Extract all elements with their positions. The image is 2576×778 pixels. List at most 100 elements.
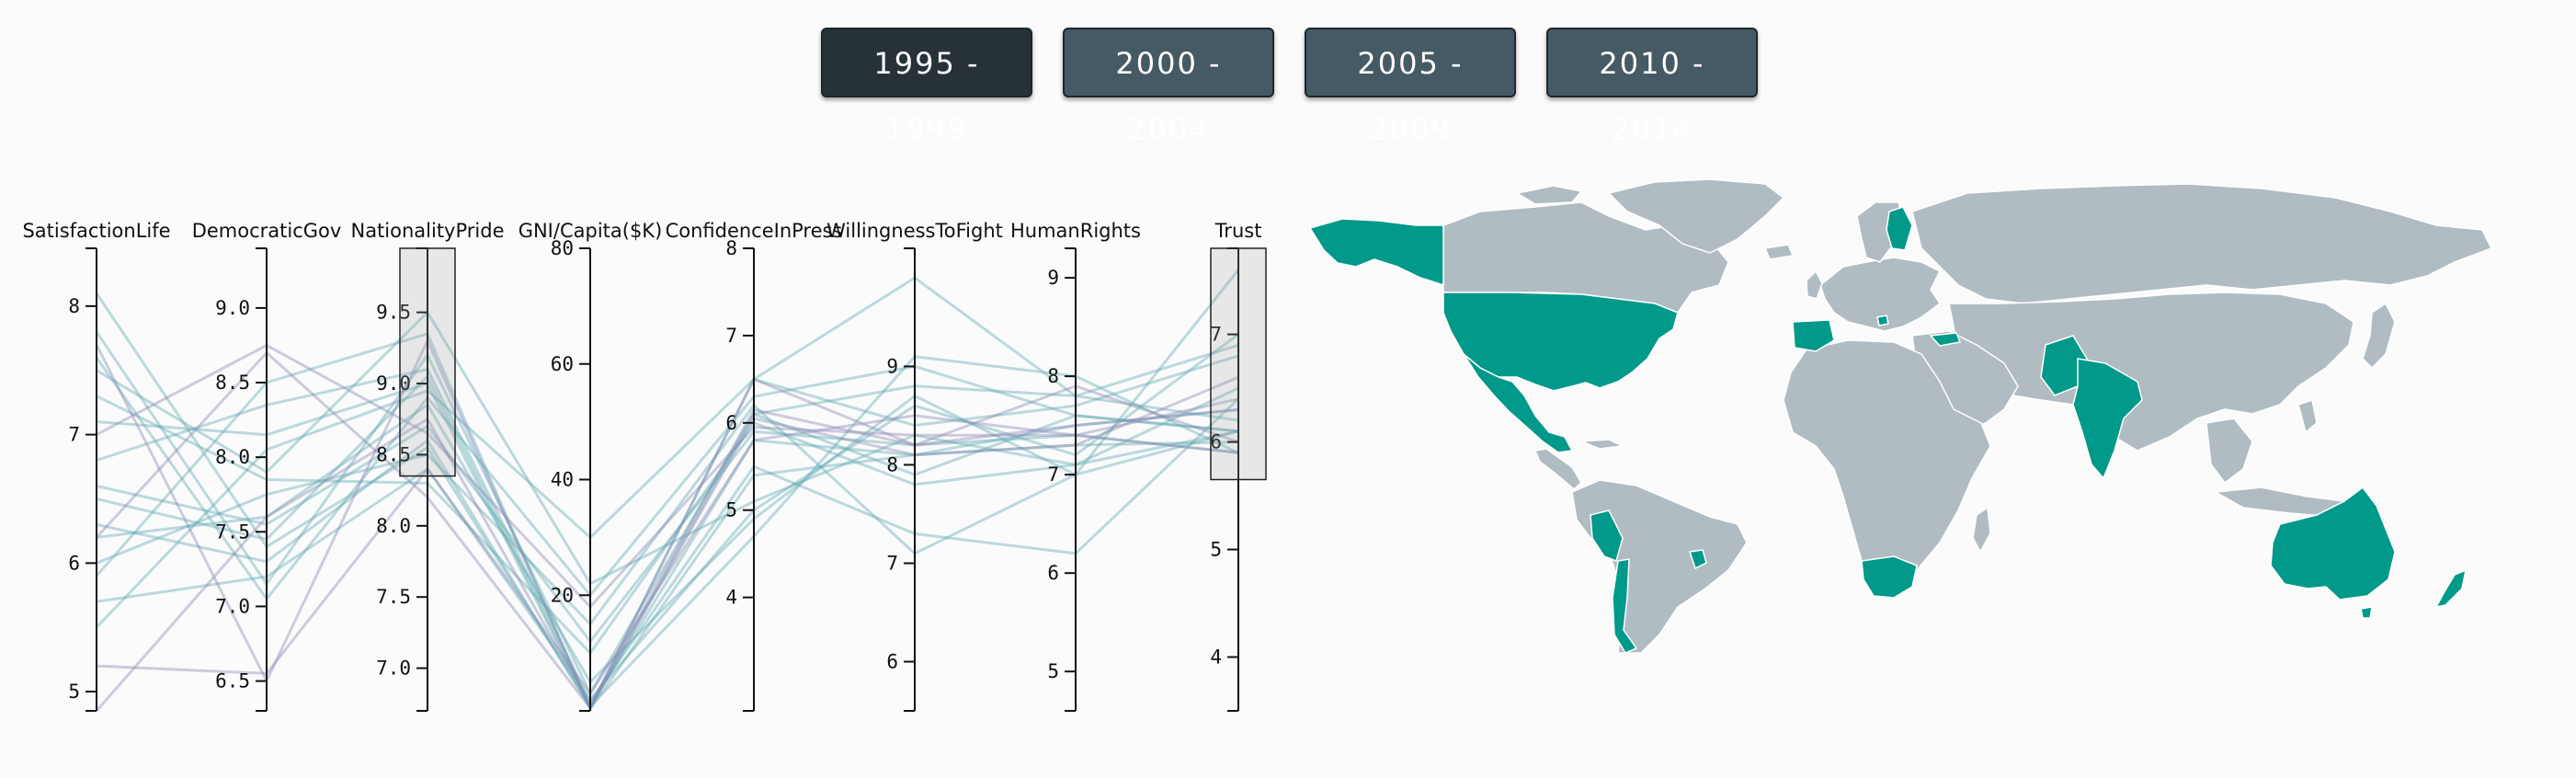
region-slovenia[interactable]: [1876, 315, 1889, 326]
axis-title: WillingnessToFight: [826, 220, 1003, 242]
region-japan[interactable]: [2362, 302, 2396, 370]
pc-record-line-12: [96, 333, 1239, 702]
brush-selection[interactable]: [399, 247, 456, 477]
pc-record-line-6: [96, 367, 1240, 705]
tick-label: 6.5: [215, 670, 250, 692]
region-uk[interactable]: [1806, 269, 1823, 300]
region-central-america[interactable]: [1533, 448, 1582, 490]
region-mexico[interactable]: [1463, 353, 1574, 453]
tick-label: 8: [1047, 365, 1059, 387]
tick-label: 7.0: [376, 658, 411, 680]
axis-2[interactable]: 6.5 7.0 7.5 8.0 8.5 9.0 DemocraticGov: [192, 220, 342, 712]
tick-label: 9.5: [376, 302, 411, 324]
axis-6[interactable]: 6 7 8 9 WillingnessToFight: [826, 220, 1003, 712]
region-iceland[interactable]: [1763, 244, 1795, 260]
axis-1[interactable]: 5 6 7 8 SatisfactionLife: [22, 220, 171, 712]
region-philippines[interactable]: [2297, 399, 2318, 434]
pc-record-line-16: [95, 407, 1239, 712]
region-africa[interactable]: [1783, 339, 1991, 585]
region-india[interactable]: [2072, 358, 2143, 480]
tick-label: 7.0: [215, 595, 250, 617]
region-southeast-asia[interactable]: [2206, 418, 2253, 485]
tick-label: 4: [725, 587, 737, 609]
pc-record-line-20: [96, 414, 1239, 696]
brush-selection[interactable]: [1210, 247, 1267, 481]
region-arctic-islands[interactable]: [1514, 185, 1583, 205]
axis-title: Trust: [1214, 220, 1262, 242]
parallel-coordinates-chart: 5 6 7 8 SatisfactionLife 6.5 7.0 7.5 8.0 8.5 9.0 De…: [22, 220, 1267, 713]
period-button-2005-2009[interactable]: 2005 - 2009: [1305, 28, 1516, 147]
period-button-2000-2004[interactable]: 2000 - 2004: [1063, 28, 1274, 147]
pc-record-line-14: [96, 395, 1239, 656]
axis-title: ConfidenceInPress: [666, 220, 843, 242]
world-map: [1308, 178, 2491, 653]
region-greenland[interactable]: [1607, 178, 1785, 254]
period-button-1995-1999[interactable]: 1995 - 1999: [821, 28, 1032, 147]
pc-record-line-18: [95, 350, 1239, 711]
pc-axes: 5 6 7 8 SatisfactionLife 6.5 7.0 7.5 8.0 8.5 9.0 De…: [22, 220, 1267, 712]
tick-label: 5: [1210, 539, 1222, 561]
tick-label: 60: [551, 353, 574, 375]
tick-label: 5: [1047, 660, 1059, 682]
tick-label: 8: [68, 295, 80, 317]
period-button-2010-2014[interactable]: 2010 - 2014: [1546, 28, 1758, 147]
tick-label: 80: [551, 237, 574, 259]
axis-title: GNI/Capita($K): [519, 220, 663, 242]
period-selector: 1995 - 1999 2000 - 2004 2005 - 2009 2010…: [821, 28, 1768, 147]
tick-label: 6: [68, 552, 80, 574]
tick-label: 9: [886, 355, 898, 377]
region-russia[interactable]: [1911, 183, 2491, 304]
tick-label: 5: [68, 681, 80, 703]
region-south-america[interactable]: [1571, 479, 1748, 653]
pc-record-line-11: [95, 332, 1239, 713]
pc-lines: [95, 269, 1240, 713]
tick-label: 7.5: [215, 521, 250, 543]
tick-label: 5: [725, 499, 737, 521]
pc-record-line-2: [95, 330, 1239, 697]
axis-3[interactable]: 7.0 7.5 8.0 8.5 9.0 9.5 NationalityPride: [350, 220, 505, 712]
tick-label: 7: [886, 552, 898, 574]
tick-label: 6: [1210, 431, 1222, 453]
region-chile[interactable]: [1612, 558, 1638, 653]
region-finland[interactable]: [1886, 206, 1913, 251]
region-spain[interactable]: [1792, 319, 1835, 352]
tick-label: 40: [551, 469, 574, 491]
axis-title: SatisfactionLife: [22, 220, 170, 242]
pc-record-line-19: [95, 337, 1239, 712]
tick-label: 4: [1210, 646, 1222, 669]
axis-title: HumanRights: [1010, 220, 1141, 242]
axis-title: NationalityPride: [350, 220, 504, 242]
pc-record-line-13: [95, 354, 1239, 629]
axis-7[interactable]: 5 6 7 8 9 HumanRights: [1010, 220, 1141, 712]
tick-label: 7: [1210, 324, 1222, 346]
region-alaska[interactable]: [1308, 218, 1444, 287]
region-south-africa[interactable]: [1861, 555, 1918, 599]
tick-label: 7: [725, 325, 737, 347]
region-new-zealand[interactable]: [2434, 568, 2468, 609]
pc-record-line-10: [96, 403, 1239, 627]
region-peru[interactable]: [1590, 509, 1624, 562]
pc-record-line-15: [96, 355, 1239, 709]
map-highlight: [1308, 206, 2468, 653]
region-tasmania[interactable]: [2360, 606, 2373, 619]
tick-label: 9.0: [215, 297, 250, 319]
tick-label: 6: [725, 412, 737, 434]
tick-label: 7.5: [376, 586, 411, 608]
pc-record-line-5: [96, 382, 1239, 712]
tick-label: 6: [886, 650, 898, 672]
region-australia[interactable]: [2270, 486, 2396, 601]
region-uruguay[interactable]: [1689, 549, 1707, 570]
pc-record-line-4: [96, 310, 1239, 586]
tick-label: 8: [725, 237, 737, 259]
region-turkey[interactable]: [1929, 332, 1962, 347]
tick-label: 6: [1047, 562, 1059, 584]
axis-8[interactable]: 4 5 6 7 Trust: [1210, 220, 1267, 712]
region-caribbean[interactable]: [1580, 439, 1625, 450]
pc-record-line-17: [96, 343, 1239, 610]
tick-label: 9: [1047, 267, 1059, 289]
tick-label: 7: [68, 424, 80, 446]
region-madagascar[interactable]: [1972, 506, 1991, 554]
tick-label: 8.0: [215, 446, 250, 468]
